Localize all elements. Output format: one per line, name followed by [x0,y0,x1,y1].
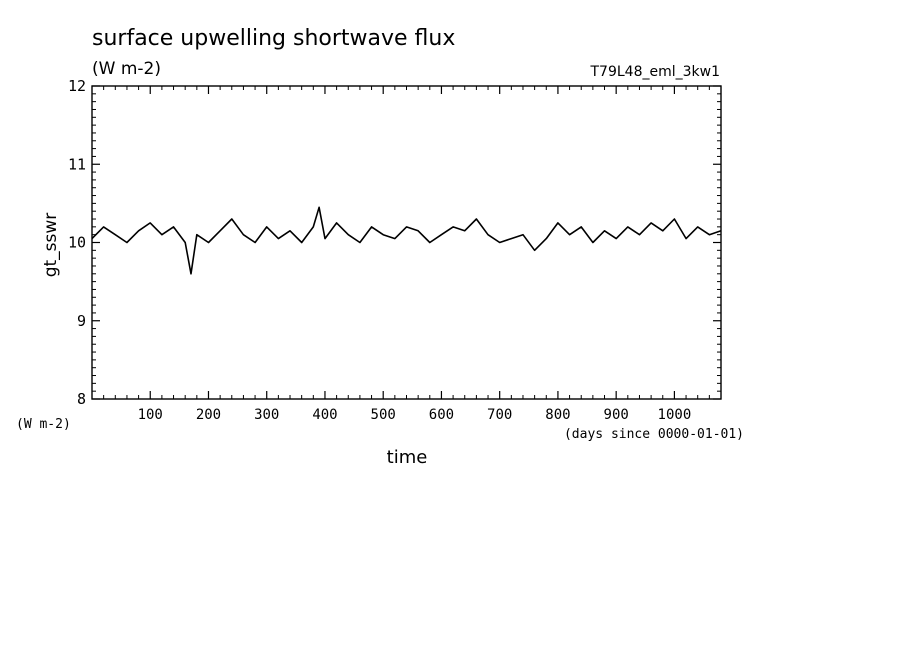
x-tick-label: 800 [545,407,570,423]
minor-ticks [92,86,721,399]
y-tick-label: 10 [68,234,86,252]
y-tick-label: 9 [77,312,86,330]
y-tick-label: 11 [68,155,86,173]
y-tick-label: 12 [68,77,86,95]
x-tick-label: 700 [487,407,512,423]
x-tick-label: 1000 [658,407,692,423]
x-tick-label: 400 [312,407,337,423]
series-group [91,206,722,275]
y-units-label: (W m-2) [16,417,71,432]
series-line [91,206,722,275]
x-tick-label: 200 [196,407,221,423]
chart-title: surface upwelling shortwave flux [92,26,455,51]
x-axis-label: time [387,447,428,468]
x-tick-label: 600 [429,407,454,423]
x-tick-label: 500 [371,407,396,423]
run-label: T79L48_eml_3kw1 [590,64,721,80]
x-tick-label: 900 [604,407,629,423]
x-tick-label: 300 [254,407,279,423]
y-ticks: 8 9 10 11 12 [68,77,721,408]
x-tick-label: 100 [138,407,163,423]
x-ticks: 100 200 300 400 500 600 700 800 900 1000 [138,86,692,423]
y-tick-label: 8 [77,390,86,408]
y-axis-label: gt_sswr [41,213,61,278]
x-units-label: (days since 0000-01-01) [564,427,744,442]
chart-units: (W m-2) [92,59,161,79]
